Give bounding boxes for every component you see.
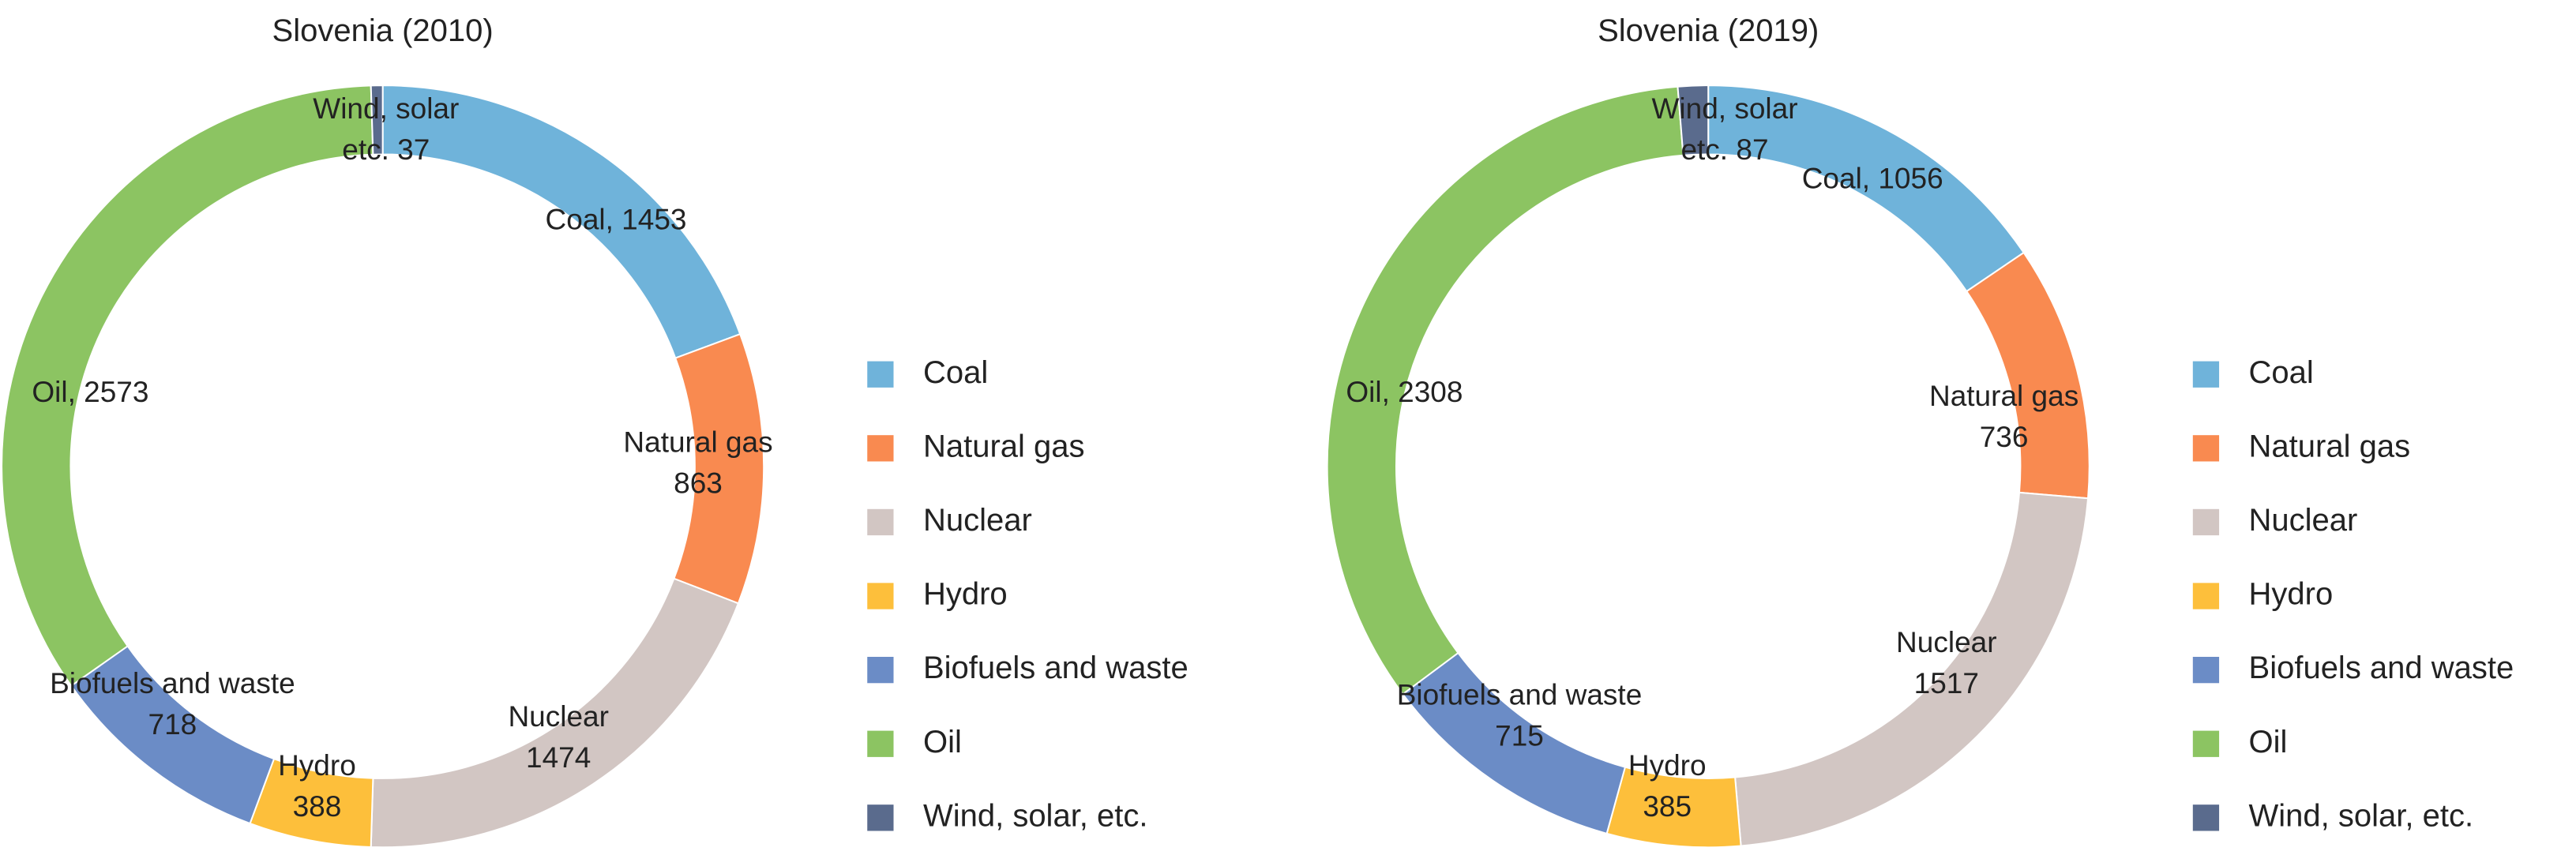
legend-label: Coal	[923, 355, 988, 390]
data-label: Wind, solar	[1651, 92, 1797, 125]
data-label: 1517	[1914, 667, 1979, 699]
data-label: Natural gas	[1929, 380, 2078, 412]
legend-label: Hydro	[923, 577, 1008, 612]
legend-swatch	[867, 508, 894, 536]
legend-swatch	[2192, 508, 2220, 536]
legend-swatch	[2192, 361, 2220, 388]
data-label: Coal, 1056	[1802, 163, 1943, 195]
legend-label: Natural gas	[923, 429, 1085, 463]
data-label: Coal, 1453	[546, 204, 687, 236]
data-label: 385	[1643, 790, 1692, 823]
data-label: Hydro	[278, 749, 356, 782]
legend-label: Nuclear	[923, 503, 1032, 538]
data-label: 1474	[526, 741, 591, 774]
donut-slice	[1, 84, 374, 688]
data-label: etc. 37	[342, 133, 430, 166]
data-label: 718	[148, 708, 197, 741]
legend-swatch	[867, 361, 894, 388]
chart-title: Slovenia (2019)	[1598, 13, 1819, 48]
legend-swatch	[2192, 730, 2220, 757]
data-label: Oil, 2308	[1346, 376, 1463, 408]
data-label: 715	[1495, 720, 1544, 752]
legend-label: Wind, solar, etc.	[923, 798, 1148, 833]
legend-swatch	[2192, 583, 2220, 609]
data-label: 736	[1980, 421, 2029, 453]
legend-label: Nuclear	[2249, 503, 2358, 538]
donut-slice	[370, 84, 384, 156]
legend-swatch	[2192, 804, 2220, 831]
data-label: Nuclear	[508, 700, 609, 733]
legend-swatch	[867, 657, 894, 684]
data-label: Natural gas	[623, 426, 772, 458]
legend-swatch	[867, 730, 894, 757]
legend-swatch	[2192, 435, 2220, 462]
legend-swatch	[867, 583, 894, 609]
legend-label: Wind, solar, etc.	[2249, 798, 2474, 833]
legend-swatch	[867, 804, 894, 831]
data-label: etc. 87	[1680, 133, 1768, 166]
donut-slice	[1734, 491, 2090, 847]
data-label: 388	[293, 790, 342, 823]
legend-label: Oil	[923, 725, 962, 759]
data-label: 863	[674, 467, 723, 499]
data-label: Biofuels and waste	[1397, 679, 1643, 711]
legend-swatch	[2192, 657, 2220, 684]
chart-title: Slovenia (2010)	[272, 13, 494, 48]
data-label: Oil, 2573	[32, 376, 148, 408]
donut-slice	[1965, 251, 2090, 500]
legend-swatch	[867, 435, 894, 462]
donut-slice	[1326, 85, 1684, 696]
data-label: Hydro	[1628, 749, 1707, 782]
donut-slice	[1677, 84, 1710, 156]
data-label: Biofuels and waste	[50, 667, 295, 699]
data-label: Nuclear	[1896, 626, 1997, 658]
legend-label: Biofuels and waste	[923, 651, 1188, 685]
legend-label: Hydro	[2249, 577, 2334, 612]
data-label: Wind, solar	[313, 92, 459, 125]
legend-label: Coal	[2249, 355, 2314, 390]
legend-label: Biofuels and waste	[2249, 651, 2514, 685]
legend-label: Oil	[2249, 725, 2288, 759]
legend-label: Natural gas	[2249, 429, 2411, 463]
